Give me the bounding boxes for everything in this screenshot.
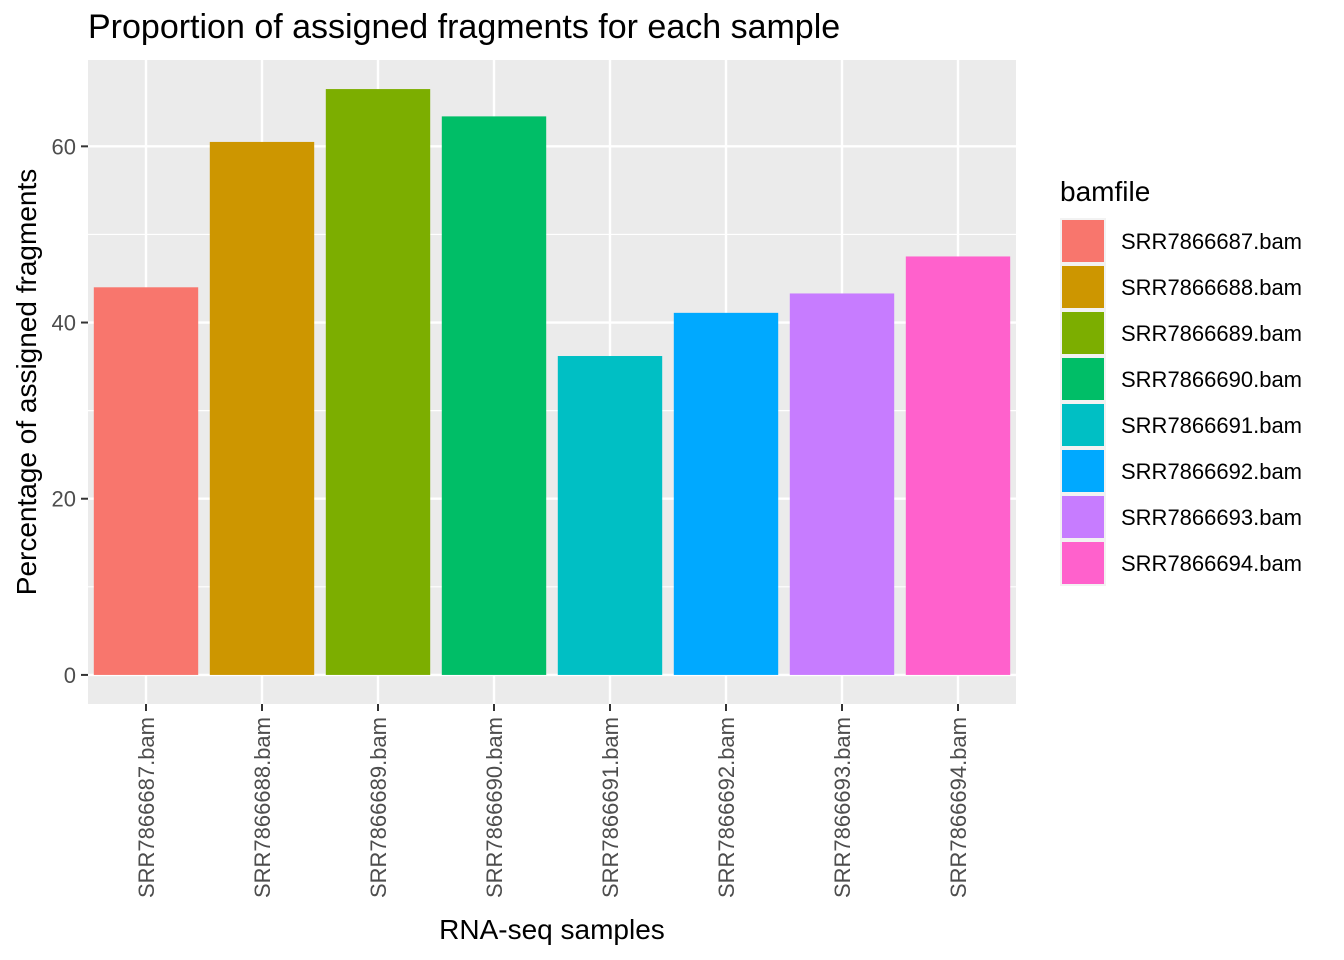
chart-title: Proportion of assigned fragments for eac…	[88, 8, 840, 46]
legend-swatch	[1062, 542, 1104, 584]
legend-swatch	[1062, 358, 1104, 400]
y-axis-title: Percentage of assigned fragments	[11, 169, 42, 595]
bar-SRR7866688	[209, 141, 315, 675]
y-tick-label: 20	[52, 487, 76, 512]
legend-swatch	[1062, 266, 1104, 308]
x-axis-title: RNA-seq samples	[439, 914, 665, 945]
legend-label: SRR7866691.bam	[1121, 413, 1302, 438]
y-tick-label: 40	[52, 311, 76, 336]
x-tick-label: SRR7866688.bam	[250, 717, 275, 898]
legend-item: SRR7866688.bam	[1060, 264, 1302, 310]
legend-swatch	[1062, 496, 1104, 538]
legend-title: bamfile	[1060, 176, 1150, 207]
legend-swatch	[1062, 450, 1104, 492]
x-axis: SRR7866687.bam SRR7866688.bam SRR7866689.b…	[134, 704, 971, 898]
bar-SRR7866693	[789, 293, 895, 675]
legend-label: SRR7866694.bam	[1121, 551, 1302, 576]
bar-SRR7866692	[673, 312, 779, 675]
legend-item: SRR7866687.bam	[1060, 218, 1302, 264]
bar-SRR7866689	[325, 89, 431, 675]
legend-swatch	[1062, 404, 1104, 446]
y-axis: 0 20 40 60	[52, 134, 88, 688]
bar-SRR7866687	[93, 287, 199, 675]
legend-label: SRR7866690.bam	[1121, 367, 1302, 392]
legend-label: SRR7866687.bam	[1121, 229, 1302, 254]
legend-item: SRR7866689.bam	[1060, 310, 1302, 356]
legend-label: SRR7866693.bam	[1121, 505, 1302, 530]
legend-swatch	[1062, 220, 1104, 262]
legend-swatch	[1062, 312, 1104, 354]
y-tick-label: 60	[52, 134, 76, 159]
legend-item: SRR7866693.bam	[1060, 494, 1302, 540]
legend-item: SRR7866690.bam	[1060, 356, 1302, 402]
legend-label: SRR7866688.bam	[1121, 275, 1302, 300]
legend-label: SRR7866692.bam	[1121, 459, 1302, 484]
legend: bamfile SRR7866687.bam SRR7866688.bam SRR7…	[1060, 176, 1302, 586]
x-tick-label: SRR7866691.bam	[598, 717, 623, 898]
x-tick-label: SRR7866692.bam	[714, 717, 739, 898]
legend-item: SRR7866694.bam	[1060, 540, 1302, 586]
x-tick-label: SRR7866690.bam	[482, 717, 507, 898]
y-tick-label: 0	[64, 663, 76, 688]
x-tick-label: SRR7866689.bam	[366, 717, 391, 898]
x-tick-label: SRR7866687.bam	[134, 717, 159, 898]
bar-SRR7866691	[557, 356, 663, 675]
x-tick-label: SRR7866693.bam	[830, 717, 855, 898]
legend-item: SRR7866691.bam	[1060, 402, 1302, 448]
x-tick-label: SRR7866694.bam	[946, 717, 971, 898]
bars	[93, 89, 1011, 675]
bar-SRR7866694	[905, 256, 1011, 675]
bar-SRR7866690	[441, 116, 547, 675]
legend-item: SRR7866692.bam	[1060, 448, 1302, 494]
legend-label: SRR7866689.bam	[1121, 321, 1302, 346]
